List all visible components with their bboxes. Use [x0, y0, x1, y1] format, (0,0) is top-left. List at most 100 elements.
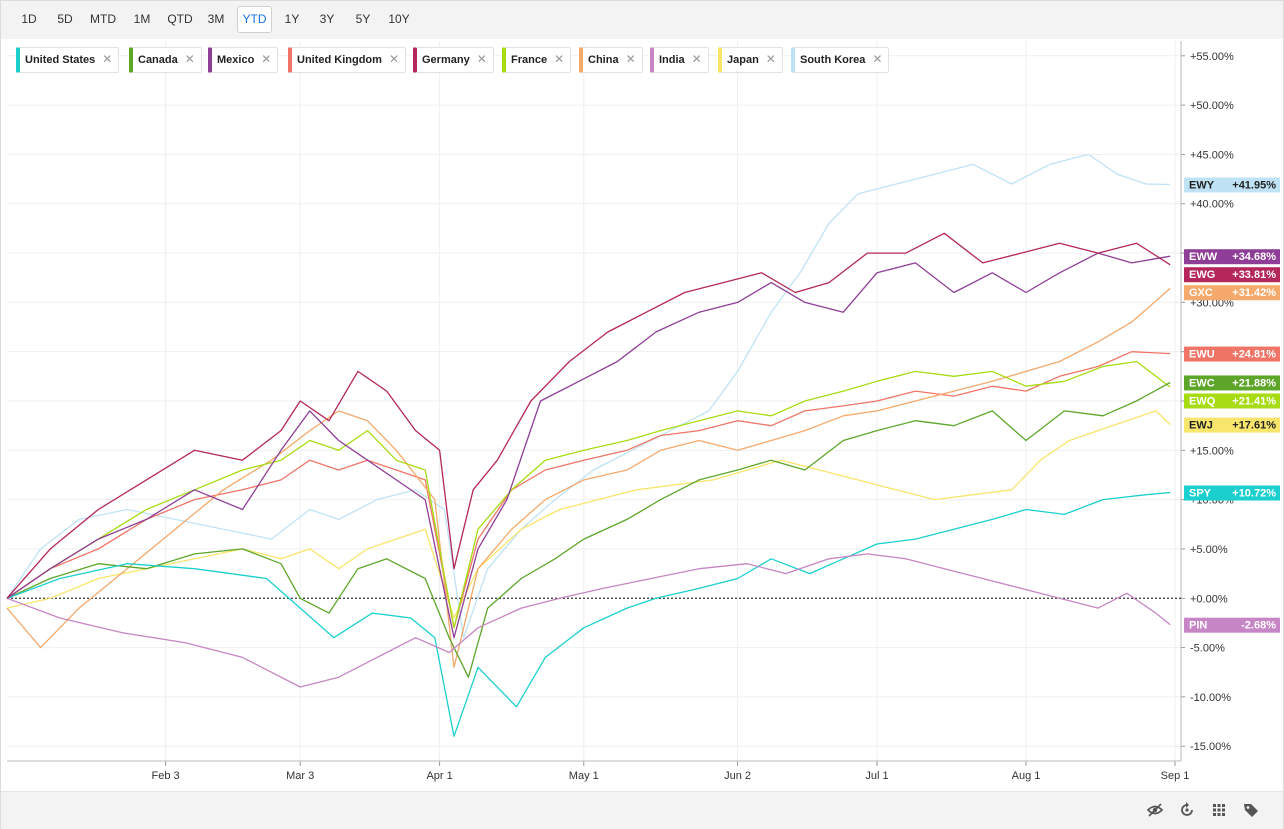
range-button-5d[interactable]: 5D	[57, 12, 73, 26]
close-icon[interactable]: ✕	[184, 52, 195, 66]
series-line-ewy	[6, 153, 1171, 639]
end-label-bg	[1184, 417, 1280, 433]
legend-japan[interactable]: Japan ✕	[718, 47, 783, 73]
end-label-ticker: EWG	[1189, 269, 1215, 281]
end-label-value: +21.41%	[1232, 395, 1276, 407]
legend-china[interactable]: China ✕	[579, 47, 643, 73]
end-label-bg	[1184, 177, 1280, 193]
end-label-ticker: EWW	[1189, 251, 1218, 263]
y-tick-label: -5.00%	[1190, 643, 1225, 655]
legend-label: Germany	[422, 54, 470, 66]
y-tick-label: -10.00%	[1190, 692, 1231, 704]
x-tick-label: Sep 1	[1161, 770, 1190, 782]
x-tick-label: Jul 1	[865, 770, 888, 782]
end-label-bg	[1184, 285, 1280, 301]
end-label-value: +31.42%	[1232, 287, 1276, 299]
legend-label: United States	[25, 54, 96, 66]
close-icon[interactable]: ✕	[625, 52, 636, 66]
hide-icon[interactable]	[1145, 800, 1165, 820]
reset-icon[interactable]	[1177, 800, 1197, 820]
legend-label: South Korea	[800, 54, 866, 66]
y-tick-label: +45.00%	[1190, 149, 1234, 161]
end-label-spy: SPY +10.72%	[1184, 485, 1280, 501]
close-icon[interactable]: ✕	[554, 52, 565, 66]
end-label-ticker: EWJ	[1189, 420, 1213, 432]
end-label-ewq: EWQ +21.41%	[1184, 393, 1280, 409]
close-icon[interactable]: ✕	[691, 52, 702, 66]
range-button-10y[interactable]: 10Y	[388, 12, 410, 26]
range-button-1d[interactable]: 1D	[21, 12, 37, 26]
close-icon[interactable]: ✕	[476, 52, 487, 66]
range-button-5y[interactable]: 5Y	[355, 12, 371, 26]
y-tick-label: +55.00%	[1190, 51, 1234, 63]
end-label-value: +24.81%	[1232, 349, 1276, 361]
series-line-ewj	[6, 410, 1171, 619]
x-tick-label: Jun 2	[724, 770, 751, 782]
end-label-bg	[1184, 249, 1280, 265]
close-icon[interactable]: ✕	[102, 52, 113, 66]
end-label-ewu: EWU +24.81%	[1184, 346, 1280, 362]
range-button-3m[interactable]: 3M	[207, 12, 225, 26]
end-label-eww: EWW +34.68%	[1184, 249, 1280, 265]
range-button-1m[interactable]: 1M	[133, 12, 151, 26]
chart-toolbar-bottom	[1, 791, 1283, 829]
end-label-bg	[1184, 393, 1280, 409]
end-label-ticker: EWU	[1189, 349, 1215, 361]
end-label-bg	[1184, 617, 1280, 633]
y-tick-label: +0.00%	[1190, 593, 1228, 605]
legend-label: Japan	[727, 54, 759, 66]
end-label-ewg: EWG +33.81%	[1184, 267, 1280, 283]
legend-united-states[interactable]: United States ✕	[16, 47, 120, 73]
end-label-bg	[1184, 485, 1280, 501]
legend-label: France	[511, 54, 548, 66]
end-label-bg	[1184, 375, 1280, 391]
close-icon[interactable]: ✕	[872, 52, 883, 66]
range-button-1y[interactable]: 1Y	[284, 12, 300, 26]
end-label-ticker: EWC	[1189, 377, 1215, 389]
y-tick-label: -15.00%	[1190, 741, 1231, 753]
y-tick-label: +15.00%	[1190, 445, 1234, 457]
legend-canada[interactable]: Canada ✕	[129, 47, 202, 73]
end-label-ticker: EWQ	[1189, 395, 1216, 407]
legend-united-kingdom[interactable]: United Kingdom ✕	[288, 47, 406, 73]
series-line-spy	[6, 491, 1171, 737]
legend-france[interactable]: France ✕	[502, 47, 572, 73]
x-tick-label: May 1	[569, 770, 599, 782]
end-label-gxc: GXC +31.42%	[1184, 285, 1280, 301]
series-line-ewg	[6, 232, 1171, 599]
legend-label: China	[588, 54, 619, 66]
range-button-mtd[interactable]: MTD	[90, 12, 116, 26]
end-label-ewj: EWJ +17.61%	[1184, 417, 1280, 433]
end-label-pin: PIN -2.68%	[1184, 617, 1280, 633]
range-button-qtd[interactable]: QTD	[167, 12, 193, 26]
end-label-ticker: EWY	[1189, 180, 1215, 192]
series-line-ewu	[6, 351, 1171, 629]
legend-germany[interactable]: Germany ✕	[413, 47, 494, 73]
close-icon[interactable]: ✕	[261, 52, 272, 66]
series-line-gxc	[6, 287, 1171, 668]
close-icon[interactable]: ✕	[388, 52, 399, 66]
end-label-value: -2.68%	[1241, 620, 1276, 632]
end-label-bg	[1184, 346, 1280, 362]
y-tick-label: +30.00%	[1190, 297, 1234, 309]
y-tick-label: +5.00%	[1190, 544, 1228, 556]
close-icon[interactable]: ✕	[765, 52, 776, 66]
legend-india[interactable]: India ✕	[650, 47, 709, 73]
legend-label: Mexico	[217, 54, 255, 66]
end-label-ticker: PIN	[1189, 620, 1207, 632]
end-label-ewy: EWY +41.95%	[1184, 177, 1280, 193]
end-label-value: +10.72%	[1232, 488, 1276, 500]
end-label-ticker: GXC	[1189, 287, 1213, 299]
tag-icon[interactable]	[1241, 800, 1261, 820]
x-tick-label: Aug 1	[1012, 770, 1041, 782]
range-button-ytd[interactable]: YTD	[237, 6, 272, 33]
legend-south-korea[interactable]: South Korea ✕	[791, 47, 890, 73]
legend-mexico[interactable]: Mexico ✕	[208, 47, 279, 73]
end-label-value: +41.95%	[1232, 180, 1276, 192]
legend-label: India	[659, 54, 685, 66]
y-tick-label: +50.00%	[1190, 100, 1234, 112]
range-toolbar: 1D 5D MTD 1M QTD 3M YTD 1Y 3Y 5Y 10Y	[1, 1, 1283, 39]
range-button-3y[interactable]: 3Y	[319, 12, 335, 26]
grid-icon[interactable]	[1209, 800, 1229, 820]
end-label-ewc: EWC +21.88%	[1184, 375, 1280, 391]
